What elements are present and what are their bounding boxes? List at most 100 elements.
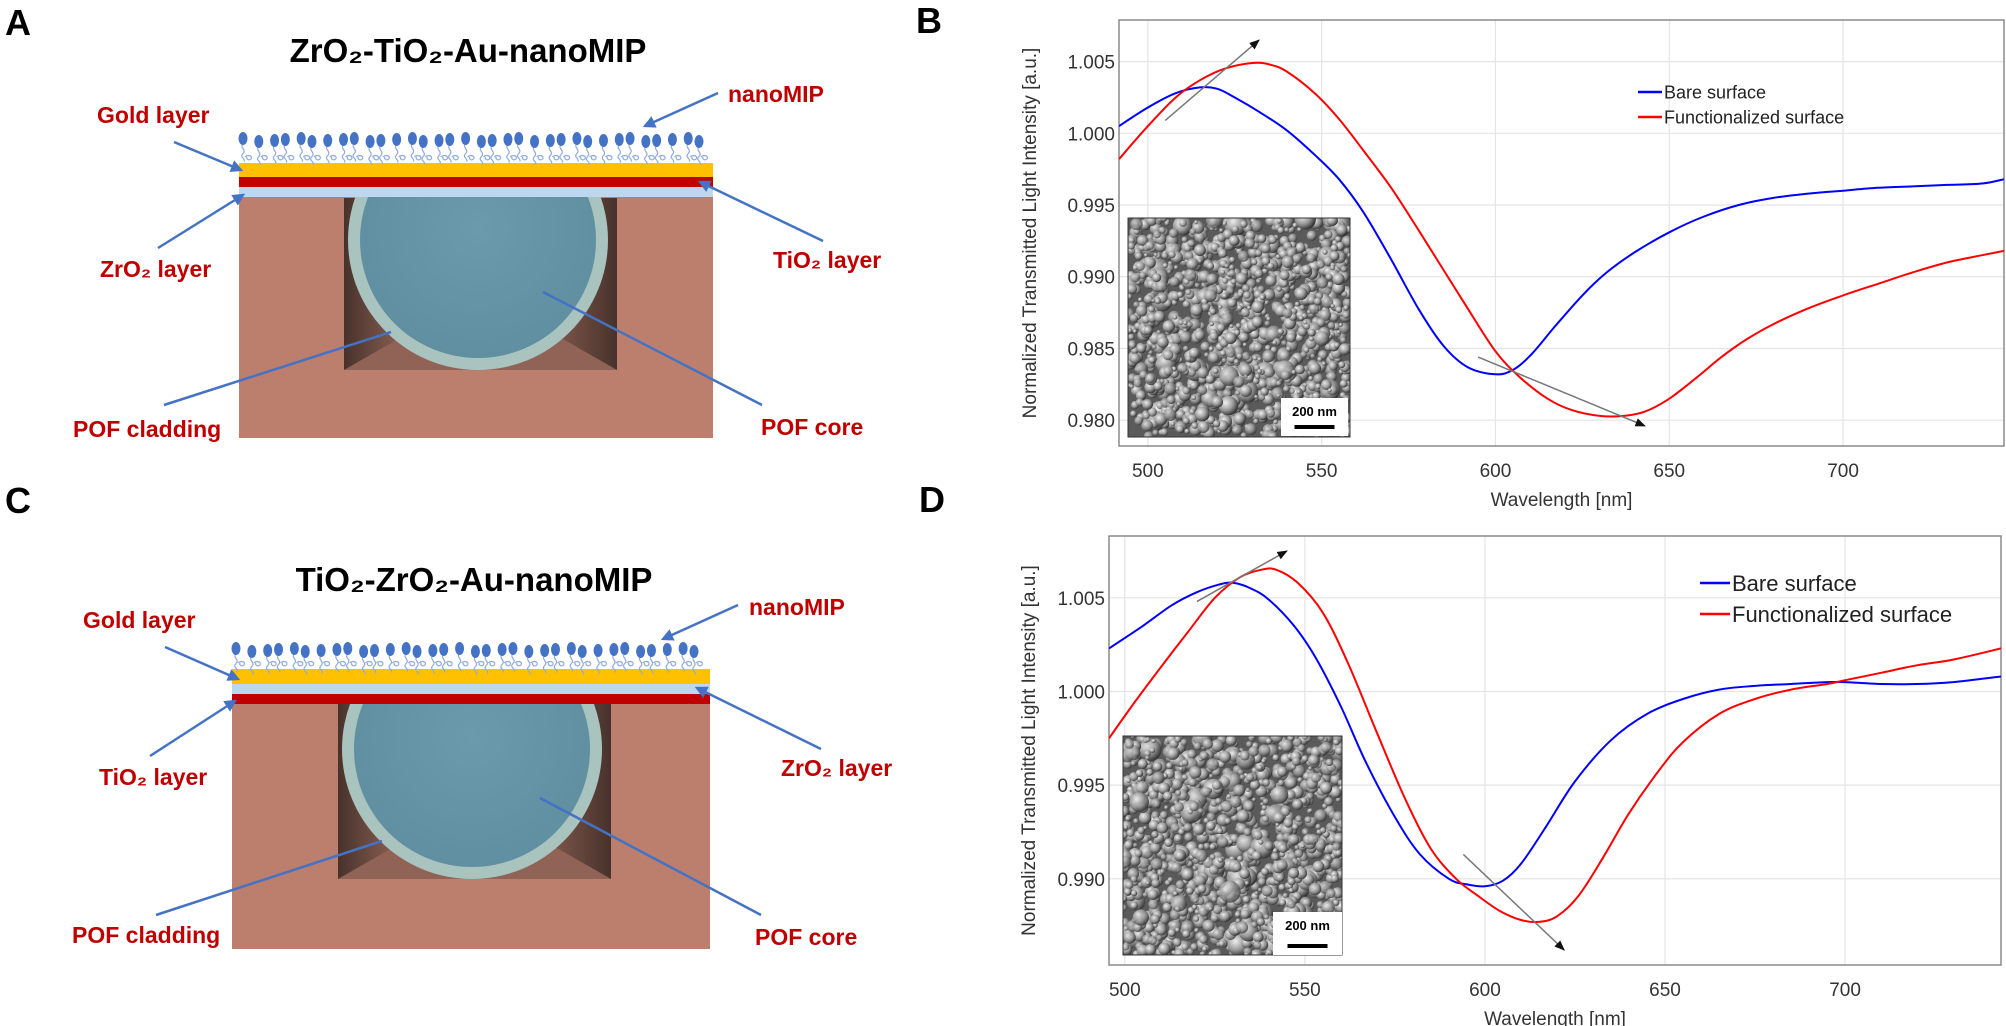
nanomip-icon: [359, 645, 369, 658]
shift-arrow: [1164, 39, 1260, 121]
legend: Bare surface Functionalized surface: [1700, 571, 1952, 627]
nanomip-icon: [487, 134, 497, 147]
y-tick-label: 0.995: [1057, 776, 1105, 797]
nanomip-icon: [418, 135, 428, 148]
nanomip-icon: [343, 642, 353, 655]
legend-label: Bare surface: [1664, 82, 1766, 102]
x-tick-label: 600: [1480, 461, 1512, 482]
nanomip-icon: [339, 133, 349, 146]
layer-label: TiO₂ layer: [99, 764, 207, 790]
scale-bar-box: [1281, 398, 1348, 436]
x-tick-label: 550: [1306, 461, 1338, 482]
nanomip-icon: [407, 132, 417, 145]
nanomip-icon: [694, 135, 704, 148]
x-tick-label: 650: [1649, 980, 1681, 1001]
pointer-arrow: [173, 140, 244, 172]
nanomip-icon: [289, 642, 299, 655]
x-tick-label: 600: [1469, 980, 1501, 1001]
nanomip-icon: [641, 135, 651, 148]
nanomip-icon: [524, 645, 534, 658]
nanomip-icon: [614, 133, 624, 146]
y-tick-label: 1.000: [1057, 682, 1105, 703]
x-axis-label: Wavelength [nm]: [1491, 490, 1633, 511]
nanomip-icon: [307, 135, 317, 148]
legend-label: Functionalized surface: [1732, 602, 1952, 627]
nanomip-icon: [593, 644, 603, 657]
nanomip-icon: [508, 642, 518, 655]
pointer-arrow: [542, 290, 763, 407]
nanomip-icon: [667, 133, 677, 146]
scale-bar: [1287, 944, 1328, 948]
y-axis-label: Normalized Transmitted Light Intensity […: [1020, 48, 1041, 419]
pointer-arrow: [642, 91, 719, 128]
scale-bar: [1294, 425, 1335, 429]
layer-gold: [232, 669, 710, 684]
x-tick-label: 500: [1109, 980, 1141, 1001]
axes-box: [1118, 19, 2005, 447]
nanomip-icon: [461, 132, 471, 145]
x-tick-label: 700: [1827, 461, 1859, 482]
nanomip-icon: [280, 133, 290, 146]
scale-bar-label: 200 nm: [1292, 404, 1337, 419]
series-line-functionalized: [1119, 61, 2004, 418]
nanomip-icon: [577, 645, 587, 658]
nanomip-icon: [566, 642, 576, 655]
layer-label: ZrO₂ layer: [781, 755, 892, 781]
chart-b: 500 550 600 650 700 0.980 0.985 0.990 0.995 1.000…: [1020, 19, 2005, 511]
nanomip-icon: [514, 132, 524, 145]
pointer-arrow: [155, 839, 383, 917]
pointer-arrow: [694, 686, 822, 751]
pointer-arrow: [164, 645, 241, 681]
nanomip-icon: [598, 134, 608, 147]
layer-label: POF core: [761, 414, 863, 440]
shift-arrow: [1462, 853, 1565, 951]
series-line-bare: [1109, 581, 2001, 888]
nanomip-icon: [439, 643, 449, 656]
nanomip-icon: [247, 645, 257, 658]
layer-label: POF cladding: [73, 416, 221, 442]
pointer-arrow: [539, 796, 762, 917]
nanomip-icon: [263, 644, 273, 657]
layer-label: POF cladding: [72, 922, 220, 948]
y-tick-label: 1.000: [1067, 124, 1115, 145]
fiber-cross-section: [239, 197, 713, 438]
layer-label: Gold layer: [97, 102, 210, 128]
layer-label: TiO₂ layer: [773, 247, 881, 273]
nanomip-icon: [662, 643, 672, 656]
nanomip-icon: [470, 645, 480, 658]
nanomip-icon: [401, 642, 411, 655]
nanomip-icon: [583, 135, 593, 148]
nanomip-icon: [332, 643, 342, 656]
y-tick-label: 1.005: [1067, 53, 1115, 74]
nanomip-icon: [316, 644, 326, 657]
nanomip-icon: [609, 643, 619, 656]
nanomip-molecules: [231, 642, 704, 675]
nanomip-icon: [625, 132, 635, 145]
nanomip-icon: [445, 133, 455, 146]
panel-letter: A: [5, 2, 31, 43]
layer-label: Gold layer: [83, 607, 196, 633]
sem-inset-image: 200 nm: [1127, 217, 1351, 438]
nanomip-icon: [300, 645, 310, 658]
y-tick-label: 0.990: [1057, 870, 1105, 891]
nanomip-icon: [434, 134, 444, 147]
diagram-c: TiO₂-ZrO₂-Au-nanoMIP Gold layer nanoMIP TiO…: [72, 561, 892, 950]
nanomip-icon: [369, 644, 379, 657]
legend-label: Functionalized surface: [1664, 107, 1844, 127]
layer-zro2: [232, 684, 710, 694]
nanomip-icon: [412, 645, 422, 658]
nanomip-icon: [503, 133, 513, 146]
nanomip-icon: [481, 644, 491, 657]
fiber-cross-section: [232, 704, 710, 949]
nanomip-icon: [551, 643, 561, 656]
nanomip-icon: [572, 132, 582, 145]
nanomip-icon: [646, 644, 656, 657]
diagram-title: ZrO₂-TiO₂-Au-nanoMIP: [290, 32, 647, 69]
nanomip-icon: [476, 135, 486, 148]
y-tick-label: 1.005: [1057, 589, 1105, 610]
pof-core: [354, 704, 590, 867]
y-tick-label: 0.980: [1067, 411, 1115, 432]
layer-zro2: [239, 187, 713, 197]
panel-letter: C: [5, 480, 31, 521]
nanomip-icon: [620, 642, 630, 655]
